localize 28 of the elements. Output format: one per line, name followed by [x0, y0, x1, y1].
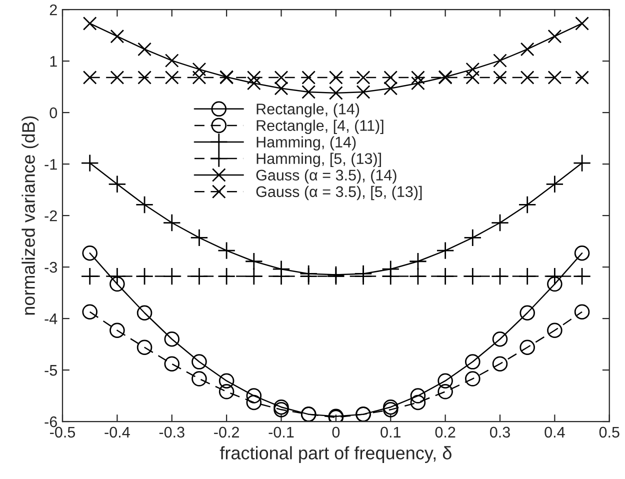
legend-label: Hamming, (14)	[256, 136, 356, 151]
y-tick-label: -4	[44, 314, 58, 324]
x-axis-title: fractional part of frequency, δ	[220, 446, 452, 464]
y-tick-label: 2	[50, 4, 57, 16]
x-tick-label: 0.2	[435, 426, 456, 438]
x-tick-label: 0.3	[490, 426, 510, 438]
y-tick-label: -5	[44, 365, 57, 376]
legend-label: Rectangle, [4, (11)]	[256, 120, 384, 134]
y-tick-label: -2	[44, 210, 57, 222]
y-tick-label: -6	[44, 416, 57, 428]
x-tick-label: -0.3	[159, 426, 184, 438]
legend-label: Gauss (α = 3.5), (14)	[256, 169, 396, 184]
legend-label: Rectangle, (14)	[256, 103, 360, 118]
legend-label: Gauss (α = 3.5), [5, (13)]	[256, 186, 422, 200]
y-axis-title: normalized variance (dB)	[22, 116, 38, 315]
y-tick-label: -3	[44, 262, 57, 273]
x-tick-label: -0.1	[268, 426, 294, 438]
x-tick-label: 0	[332, 426, 340, 438]
legend-label: Hamming, [5, (13)]	[256, 152, 381, 168]
y-tick-label: 0	[50, 107, 58, 118]
x-tick-label: -0.5	[50, 426, 76, 438]
y-tick-label: -1	[44, 159, 57, 170]
x-tick-label: -0.2	[214, 426, 239, 438]
x-tick-label: -0.4	[104, 426, 130, 438]
y-tick-label: 1	[50, 56, 57, 67]
x-tick-label: 0.5	[599, 426, 620, 438]
x-tick-label: 0.1	[380, 426, 400, 438]
x-tick-label: 0.4	[544, 426, 565, 438]
